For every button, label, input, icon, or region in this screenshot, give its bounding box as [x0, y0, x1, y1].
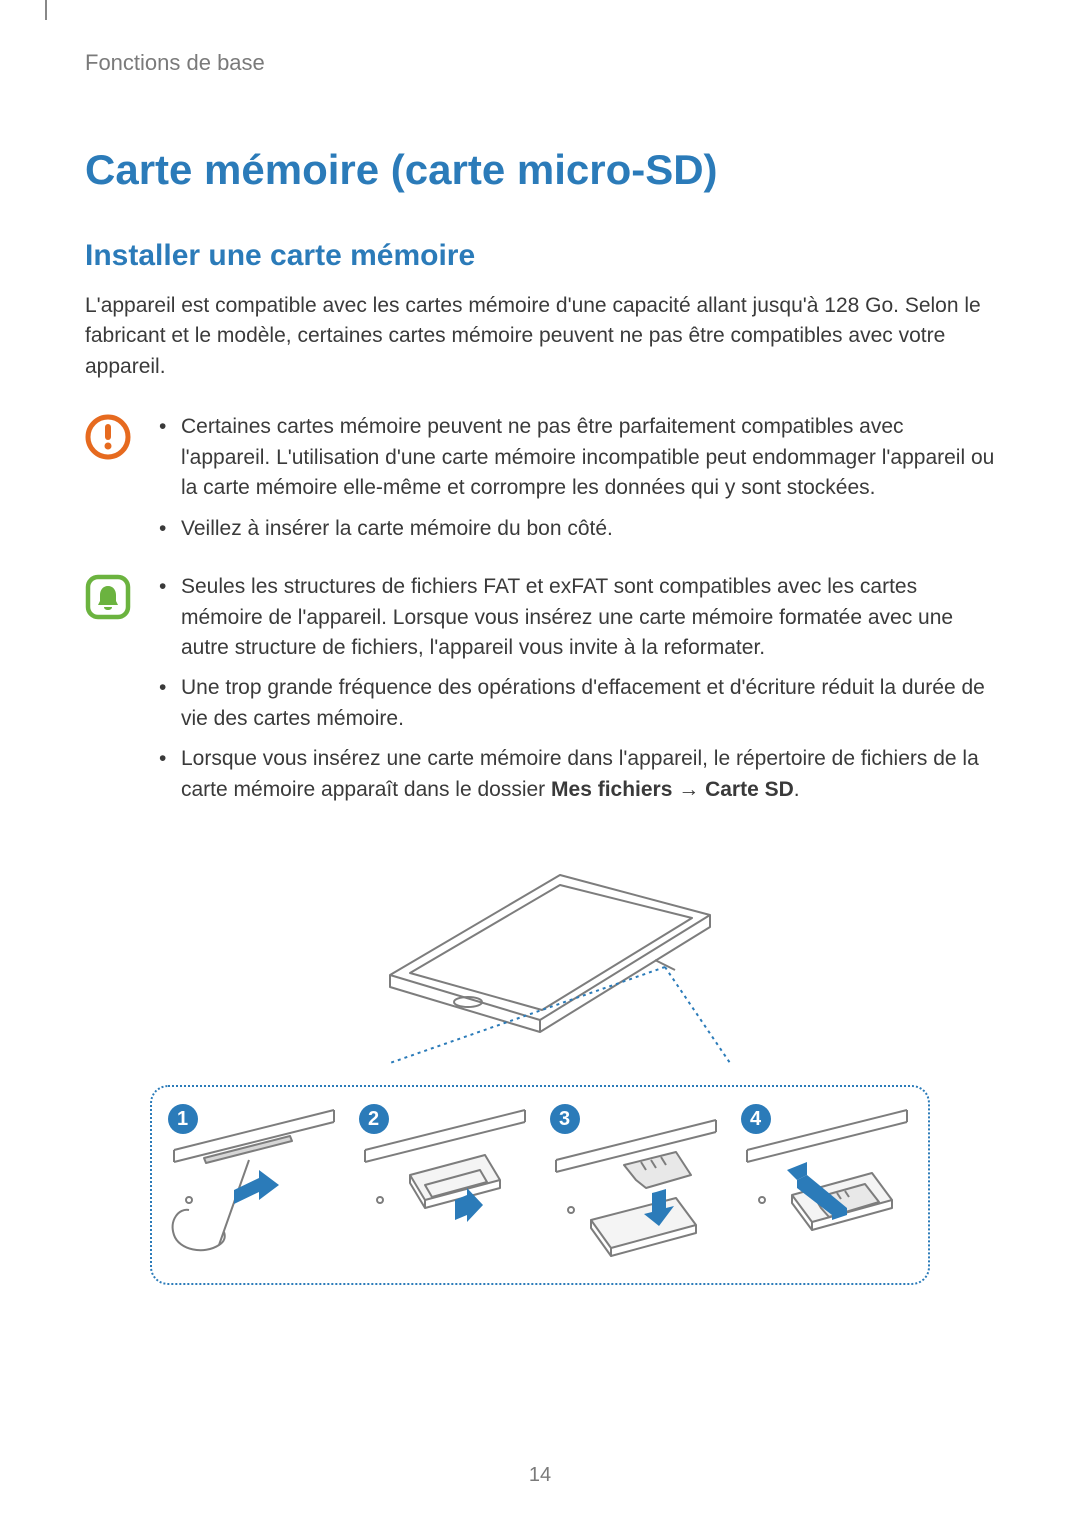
warning-icon	[85, 414, 131, 460]
warning-item: Veillez à insérer la carte mémoire du bo…	[153, 514, 995, 544]
section-subtitle: Installer une carte mémoire	[85, 239, 995, 273]
step-badge: 4	[741, 1104, 771, 1134]
page-number: 14	[0, 1464, 1080, 1487]
step-badge: 1	[168, 1104, 198, 1134]
warning-item: Certaines cartes mémoire peuvent ne pas …	[153, 412, 995, 503]
steps-box: 1 2	[150, 1085, 930, 1285]
info-item: Lorsque vous insérez une carte mémoire d…	[153, 744, 995, 805]
info-list: Seules les structures de fichiers FAT et…	[153, 572, 995, 815]
info-bell-icon	[85, 574, 131, 620]
step-3: 3	[546, 1100, 726, 1270]
text-bold: Carte SD	[705, 778, 794, 801]
info-item: Une trop grande fréquence des opérations…	[153, 673, 995, 734]
step-4: 4	[737, 1100, 917, 1270]
tablet-illustration	[330, 855, 750, 1065]
step-badge: 3	[550, 1104, 580, 1134]
intro-paragraph: L'appareil est compatible avec les carte…	[85, 291, 995, 382]
info-note: Seules les structures de fichiers FAT et…	[85, 572, 995, 815]
info-item: Seules les structures de fichiers FAT et…	[153, 572, 995, 663]
diagram-container: 1 2	[85, 855, 995, 1285]
warning-list: Certaines cartes mémoire peuvent ne pas …	[153, 412, 995, 554]
page-title: Carte mémoire (carte micro-SD)	[85, 146, 995, 194]
text-span: .	[794, 778, 800, 801]
text-span: →	[672, 778, 705, 801]
step-1: 1	[164, 1100, 344, 1270]
warning-note: Certaines cartes mémoire peuvent ne pas …	[85, 412, 995, 554]
text-bold: Mes fichiers	[551, 778, 672, 801]
section-label: Fonctions de base	[85, 50, 995, 76]
step-2: 2	[355, 1100, 535, 1270]
step-badge: 2	[359, 1104, 389, 1134]
